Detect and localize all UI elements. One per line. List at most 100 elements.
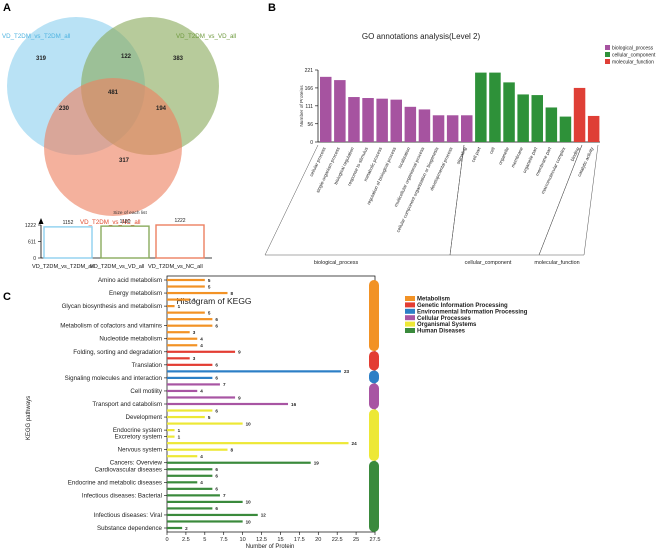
go-annotation-chart: GO annotations analysis(Level 2) Number … [264,32,656,266]
venn-count-a-only: 319 [36,56,47,62]
go-category-label: organelle [497,146,510,166]
kegg-xtick-label: 17.5 [294,537,305,543]
kegg-bar-value: 5 [208,415,211,420]
kegg-legend-label: Environmental Information Processing [417,309,528,315]
kegg-category-label: Nervous system [118,447,162,454]
go-legend-label: cellular_component [612,53,656,59]
kegg-bar [167,370,341,373]
go-legend-label: biological_process [612,46,654,52]
kegg-bar [167,500,243,503]
venn-set-label-b: VD_T2DM_vs_VD_all [176,33,236,40]
go-group-label-biological-process: biological_process [314,260,359,266]
go-bar [475,72,487,142]
kegg-ylabel: KEGG pathways [26,396,32,440]
kegg-xtick-label: 5 [203,537,206,543]
kegg-bar [167,318,213,321]
kegg-category-label: Infectious diseases: Bacterial [82,492,162,499]
go-ytick-label: 111 [305,104,313,110]
kegg-bar-value: 7 [223,493,226,498]
list-size-category-label: VD_T2DM_vs_T2DM_all [32,264,94,270]
kegg-bar [167,311,205,314]
list-size-bar [155,224,205,259]
kegg-legend-label: Genetic Information Processing [417,303,508,309]
kegg-legend-swatch [405,315,415,321]
venn-count-b-only: 383 [173,56,184,62]
kegg-category-label: Nucleotide metabolism [99,336,162,343]
kegg-bar-value: 16 [291,402,297,407]
kegg-bar [167,324,213,327]
go-category-label: cell [488,146,495,154]
go-ylabel: Number of Proteins [299,85,305,127]
go-bar [334,80,346,142]
kegg-bar-value: 8 [231,291,234,296]
kegg-xtick-label: 10 [240,537,246,543]
kegg-bar [167,429,175,432]
kegg-bar-value: 6 [215,317,218,322]
kegg-category-label: Signaling molecules and interaction [65,375,163,382]
kegg-bar-value: 6 [215,487,218,492]
go-bracket-biological-process [264,144,465,256]
go-bar [573,87,586,142]
kegg-bar [167,520,243,523]
kegg-category-label: Cancers: Overview [110,460,163,467]
kegg-bar [167,298,190,301]
list-size-category-label: VD_T2DM_vs_NC_all [148,264,203,270]
list-size-ytick-label: 0 [33,256,36,262]
kegg-category-strip-segment [369,370,379,384]
list-size-bar-value: 1180 [120,219,131,225]
kegg-bar-value: 5 [208,284,211,289]
kegg-xlabel: Number of Protein [246,544,295,550]
go-ytick-label: 221 [305,68,314,74]
kegg-bar [167,422,243,425]
go-ytick-label: 56 [307,122,313,128]
go-legend-swatch [605,52,610,57]
kegg-category-label: Transport and catabolism [92,401,162,408]
kegg-bar-value: 6 [215,363,218,368]
kegg-xtick-label: 25 [353,537,359,543]
kegg-bar-value: 1 [178,434,181,439]
kegg-category-strip-segment [369,383,379,410]
go-bar [446,115,459,142]
kegg-bar [167,526,183,530]
kegg-bar-value: 12 [261,513,267,518]
kegg-bar-value: 10 [246,519,252,524]
kegg-bar [167,383,220,386]
kegg-bar [167,448,228,451]
kegg-bar-value: 4 [200,343,203,348]
kegg-bar [167,278,205,282]
kegg-bar [167,350,236,353]
kegg-xtick-label: 7.5 [220,537,228,543]
go-bar [432,115,445,142]
go-category-label: membrane [510,146,524,168]
venn-count-ac: 230 [59,106,70,112]
go-bar [517,94,529,142]
kegg-bar-value: 4 [200,337,203,342]
go-bar [390,99,402,142]
list-size-bar-value: 1152 [63,220,74,226]
kegg-category-strip-segment [369,460,379,532]
list-size-bar [43,226,93,259]
kegg-legend-swatch [405,328,415,333]
kegg-legend-label: Metabolism [417,297,450,303]
kegg-bar [167,396,236,399]
venn-count-c-only: 317 [119,158,130,164]
go-bar [320,76,332,142]
kegg-bar-value: 6 [215,376,218,381]
kegg-legend-label: Human Diseases [417,329,466,335]
kegg-bar-value: 5 [208,278,211,283]
go-bar [531,95,543,142]
kegg-xtick-label: 27.5 [370,537,381,543]
kegg-xtick-label: 2.5 [182,537,190,543]
list-size-title: Size of each list [113,210,147,216]
kegg-bar [167,363,213,366]
go-category-label: regulation of biological process [366,146,397,206]
go-group-label-cellular-component: cellular_component [465,260,512,266]
list-size-ytick-label: 611 [28,240,36,246]
go-legend-swatch [605,59,610,64]
kegg-category-label: Infectious diseases: Viral [94,512,162,519]
kegg-bar [167,513,258,517]
kegg-legend-swatch [405,308,415,314]
venn-set-label-a: VD_T2DM_vs_T2DM_all [2,33,70,40]
kegg-xtick-label: 0 [165,537,168,543]
kegg-bar-value: 23 [344,369,350,374]
